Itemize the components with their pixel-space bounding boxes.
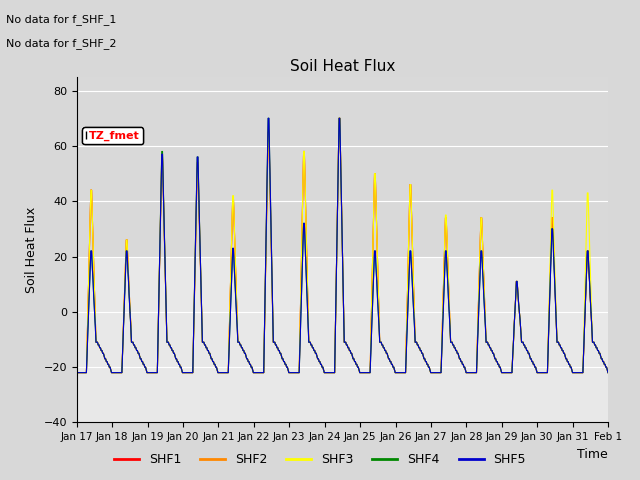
SHF1 — [220, 370, 227, 375]
Line: SHF2: SHF2 — [77, 118, 608, 372]
SHF4 — [137, 356, 145, 362]
SHF2 — [83, 370, 90, 375]
SHF5 — [264, 115, 272, 121]
Y-axis label: Soil Heat Flux: Soil Heat Flux — [25, 206, 38, 293]
SHF4 — [408, 264, 415, 270]
Line: SHF4: SHF4 — [77, 118, 608, 372]
SHF2 — [220, 370, 227, 375]
Text: No data for f_SHF_2: No data for f_SHF_2 — [6, 38, 117, 49]
SHF1 — [191, 267, 199, 273]
SHF4 — [73, 370, 81, 375]
SHF5 — [191, 262, 199, 268]
SHF1 — [73, 370, 81, 375]
SHF2 — [137, 356, 145, 362]
SHF3 — [604, 370, 612, 375]
SHF3 — [220, 370, 227, 375]
SHF4 — [264, 115, 272, 121]
SHF3 — [408, 209, 415, 215]
SHF5 — [83, 370, 90, 375]
SHF3 — [423, 361, 431, 367]
SHF1 — [83, 370, 90, 375]
SHF2 — [408, 209, 415, 215]
Bar — [77, 77, 608, 256]
SHF4 — [220, 370, 227, 375]
SHF4 — [604, 370, 612, 375]
SHF2 — [73, 370, 81, 375]
SHF1 — [137, 356, 145, 362]
SHF2 — [604, 370, 612, 375]
SHF5 — [137, 356, 145, 362]
SHF1 — [604, 370, 612, 375]
Line: SHF5: SHF5 — [77, 118, 608, 372]
SHF5 — [408, 264, 415, 270]
SHF5 — [220, 370, 227, 375]
X-axis label: Time: Time — [577, 448, 608, 461]
SHF2 — [423, 361, 431, 367]
SHF1 — [335, 115, 343, 121]
SHF1 — [408, 209, 415, 215]
Line: SHF3: SHF3 — [77, 118, 608, 372]
SHF3 — [137, 356, 145, 362]
SHF3 — [191, 264, 199, 270]
SHF3 — [73, 370, 81, 375]
Legend: TZ_fmet: TZ_fmet — [83, 127, 143, 144]
SHF2 — [191, 264, 199, 270]
Line: SHF1: SHF1 — [77, 118, 608, 372]
SHF2 — [335, 115, 343, 121]
SHF5 — [604, 370, 612, 375]
SHF5 — [73, 370, 81, 375]
SHF4 — [191, 262, 199, 268]
SHF5 — [423, 361, 431, 367]
SHF4 — [83, 370, 90, 375]
Legend: SHF1, SHF2, SHF3, SHF4, SHF5: SHF1, SHF2, SHF3, SHF4, SHF5 — [109, 448, 531, 471]
Title: Soil Heat Flux: Soil Heat Flux — [290, 59, 395, 74]
SHF3 — [335, 115, 343, 121]
SHF4 — [423, 361, 431, 367]
Text: No data for f_SHF_1: No data for f_SHF_1 — [6, 14, 116, 25]
SHF3 — [83, 370, 90, 375]
SHF1 — [423, 361, 431, 367]
